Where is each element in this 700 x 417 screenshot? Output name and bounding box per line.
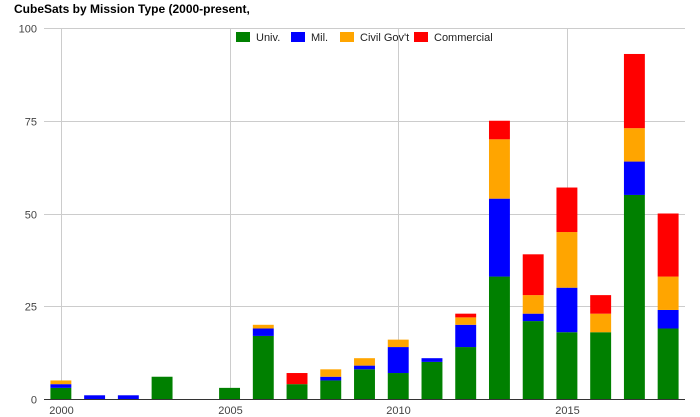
bar-segment xyxy=(590,332,612,399)
bar-segment xyxy=(623,194,645,399)
x-tick-label: 2005 xyxy=(218,405,242,417)
bar-segment xyxy=(623,128,645,162)
bar-segment xyxy=(522,295,544,314)
bar-segment xyxy=(455,347,477,399)
legend-swatch xyxy=(291,32,305,42)
bar-segment xyxy=(522,313,544,322)
legend-label: Commercial xyxy=(434,32,493,44)
y-tick-label: 50 xyxy=(25,210,37,222)
bar-segment xyxy=(354,365,375,370)
bar-segment xyxy=(151,376,173,399)
legend-swatch xyxy=(414,32,428,42)
bar-segment xyxy=(488,198,510,277)
axes: 0 25 50 75 100 2000 2005 2010 2015 xyxy=(19,24,685,417)
bar-segment xyxy=(320,376,342,381)
y-tick-label: 100 xyxy=(19,24,37,36)
bar-segment xyxy=(556,287,578,333)
bar-segment xyxy=(590,295,612,314)
legend-swatch xyxy=(340,32,354,42)
x-tick-label: 2000 xyxy=(49,405,73,417)
legend-label: Civil Gov't xyxy=(360,32,409,44)
bar-segment xyxy=(320,369,342,377)
bar-segment xyxy=(657,309,679,329)
bar-segment xyxy=(623,161,645,195)
bar-segment xyxy=(657,276,679,310)
bar-segment xyxy=(252,328,274,336)
bar-segment xyxy=(657,328,679,399)
bar-segment xyxy=(387,339,409,348)
bar-segment xyxy=(354,369,375,399)
legend-label: Mil. xyxy=(311,32,328,44)
bar-segment xyxy=(522,254,544,296)
bar-segment xyxy=(387,347,409,374)
legend-label: Univ. xyxy=(256,32,280,44)
legend: Univ. Mil. Civil Gov't Commercial xyxy=(236,32,493,44)
bar-segment xyxy=(84,395,106,399)
bar-segment xyxy=(117,395,139,399)
bar-segment xyxy=(50,380,72,385)
y-tick-label: 0 xyxy=(31,395,37,407)
y-tick-label: 75 xyxy=(25,117,37,129)
x-tick-label: 2015 xyxy=(555,405,579,417)
bar-segment xyxy=(320,380,342,399)
chart-title: CubeSats by Mission Type (2000-present, xyxy=(14,2,250,16)
bar-segment xyxy=(522,321,544,399)
bar-segment xyxy=(590,313,612,333)
bar-segment xyxy=(556,232,578,288)
bar-segment xyxy=(455,317,477,325)
bar-segment xyxy=(455,324,477,348)
bar-segment xyxy=(623,53,645,129)
bar-segment xyxy=(556,187,578,233)
bar-segment xyxy=(657,213,679,277)
grid-lines xyxy=(44,28,685,399)
bar-segment xyxy=(286,373,308,385)
bar-segment xyxy=(286,384,308,399)
bar-segment xyxy=(455,313,477,318)
bar-segment xyxy=(354,358,375,366)
y-tick-label: 25 xyxy=(25,302,37,314)
bar-segment xyxy=(50,387,72,399)
x-tick-label: 2010 xyxy=(386,405,410,417)
bar-segment xyxy=(488,139,510,199)
bars xyxy=(50,53,679,399)
bar-segment xyxy=(488,276,510,399)
bar-segment xyxy=(421,358,443,362)
bar-segment xyxy=(556,332,578,399)
bar-segment xyxy=(488,120,510,140)
bar-segment xyxy=(219,387,241,399)
bar-segment xyxy=(50,384,72,388)
bar-segment xyxy=(252,335,274,399)
bar-segment xyxy=(387,373,409,399)
bar-segment xyxy=(252,324,274,329)
bar-segment xyxy=(421,361,443,399)
legend-swatch xyxy=(236,32,250,42)
